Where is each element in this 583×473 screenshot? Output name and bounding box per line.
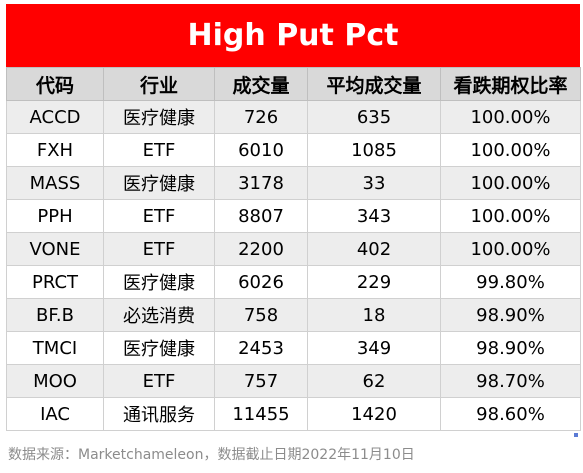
cell-ticker: ACCD (6, 100, 104, 134)
cell-volume: 2453 (214, 331, 308, 365)
cell-volume: 2200 (214, 232, 308, 266)
cell-put-ratio: 98.90% (440, 331, 581, 365)
table-row: MASS 医疗健康 3178 33 100.00% (6, 166, 581, 200)
selection-handle[interactable] (574, 433, 578, 437)
cell-sector: ETF (103, 199, 215, 233)
cell-ticker: PPH (6, 199, 104, 233)
table-row: PPH ETF 8807 343 100.00% (6, 199, 581, 233)
cell-sector: 必选消费 (103, 298, 215, 332)
cell-ticker: TMCI (6, 331, 104, 365)
table-row: FXH ETF 6010 1085 100.00% (6, 133, 581, 167)
cell-sector: 医疗健康 (103, 331, 215, 365)
cell-put-ratio: 100.00% (440, 199, 581, 233)
cell-avg-volume: 635 (307, 100, 441, 134)
cell-avg-volume: 18 (307, 298, 441, 332)
cell-avg-volume: 229 (307, 265, 441, 299)
cell-sector: 医疗健康 (103, 100, 215, 134)
table-row: IAC 通讯服务 11455 1420 98.60% (6, 397, 581, 431)
cell-avg-volume: 1420 (307, 397, 441, 431)
table-row: ACCD 医疗健康 726 635 100.00% (6, 100, 581, 134)
cell-sector: ETF (103, 133, 215, 167)
header-ticker: 代码 (6, 67, 104, 101)
table-title: High Put Pct (6, 4, 580, 67)
table-row: VONE ETF 2200 402 100.00% (6, 232, 581, 266)
table-row: BF.B 必选消费 758 18 98.90% (6, 298, 581, 332)
cell-volume: 758 (214, 298, 308, 332)
cell-sector: 医疗健康 (103, 166, 215, 200)
cell-put-ratio: 100.00% (440, 133, 581, 167)
table-row: MOO ETF 757 62 98.70% (6, 364, 581, 398)
cell-sector: ETF (103, 364, 215, 398)
cell-avg-volume: 1085 (307, 133, 441, 167)
cell-avg-volume: 33 (307, 166, 441, 200)
cell-volume: 6010 (214, 133, 308, 167)
cell-avg-volume: 62 (307, 364, 441, 398)
cell-put-ratio: 100.00% (440, 100, 581, 134)
cell-ticker: MASS (6, 166, 104, 200)
cell-volume: 757 (214, 364, 308, 398)
cell-volume: 3178 (214, 166, 308, 200)
cell-put-ratio: 100.00% (440, 166, 581, 200)
cell-ticker: BF.B (6, 298, 104, 332)
header-avg-volume: 平均成交量 (307, 67, 441, 101)
put-ratio-table: 代码 行业 成交量 平均成交量 看跌期权比率 ACCD 医疗健康 726 635 100… (6, 67, 581, 431)
table-row: PRCT 医疗健康 6026 229 99.80% (6, 265, 581, 299)
cell-put-ratio: 98.90% (440, 298, 581, 332)
cell-volume: 8807 (214, 199, 308, 233)
table-body: ACCD 医疗健康 726 635 100.00% FXH ETF 6010 1085 100.0… (6, 100, 581, 431)
table-header-row: 代码 行业 成交量 平均成交量 看跌期权比率 (6, 67, 581, 101)
cell-ticker: VONE (6, 232, 104, 266)
cell-volume: 726 (214, 100, 308, 134)
cell-sector: ETF (103, 232, 215, 266)
header-put-ratio: 看跌期权比率 (440, 67, 581, 101)
cell-ticker: PRCT (6, 265, 104, 299)
cell-ticker: MOO (6, 364, 104, 398)
cell-ticker: IAC (6, 397, 104, 431)
cell-put-ratio: 100.00% (440, 232, 581, 266)
cell-volume: 11455 (214, 397, 308, 431)
cell-ticker: FXH (6, 133, 104, 167)
cell-avg-volume: 349 (307, 331, 441, 365)
header-sector: 行业 (103, 67, 215, 101)
table-row: TMCI 医疗健康 2453 349 98.90% (6, 331, 581, 365)
source-note: 数据来源：Marketchameleon，数据截止日期2022年11月10日 (8, 447, 415, 463)
cell-sector: 医疗健康 (103, 265, 215, 299)
cell-put-ratio: 98.60% (440, 397, 581, 431)
header-volume: 成交量 (214, 67, 308, 101)
cell-avg-volume: 343 (307, 199, 441, 233)
cell-put-ratio: 99.80% (440, 265, 581, 299)
cell-avg-volume: 402 (307, 232, 441, 266)
cell-sector: 通讯服务 (103, 397, 215, 431)
cell-volume: 6026 (214, 265, 308, 299)
cell-put-ratio: 98.70% (440, 364, 581, 398)
